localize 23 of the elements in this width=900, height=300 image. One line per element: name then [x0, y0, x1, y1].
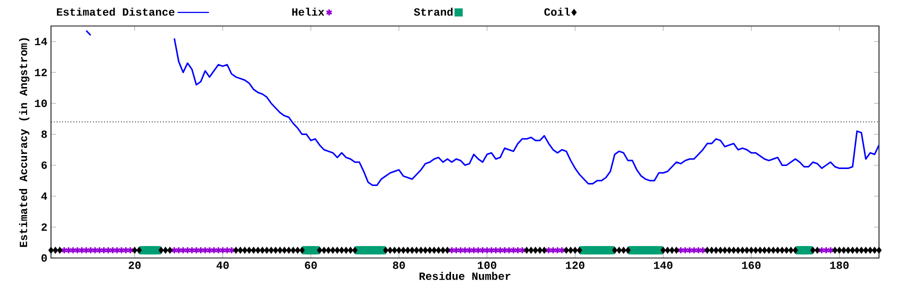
y-tick-label: 0 — [41, 254, 47, 262]
x-axis-title: Residue Number — [420, 272, 510, 280]
legend-label: Helix — [292, 8, 324, 16]
y-tick-label: 8 — [41, 130, 47, 138]
x-tick-label: 20 — [128, 262, 141, 269]
legend-label: Estimated Distance — [56, 8, 174, 16]
y-tick-label: 12 — [35, 68, 47, 76]
legend-label: Strand — [414, 8, 453, 16]
x-tick-label: 180 — [830, 262, 849, 269]
x-tick-label: 100 — [478, 262, 496, 269]
y-tick-label: 6 — [42, 161, 47, 169]
x-tick-label: 40 — [216, 262, 229, 269]
x-tick-label: 60 — [304, 262, 317, 269]
y-tick-label: 10 — [35, 100, 47, 108]
y-tick-label: 2 — [42, 223, 47, 231]
y-tick-label: 14 — [35, 38, 48, 46]
y-axis-title: Estimated Accuracy (in Angstrom) — [19, 38, 30, 247]
legend-label: Coil — [544, 8, 570, 16]
x-tick-label: 140 — [654, 262, 672, 269]
y-tick-label: 4 — [41, 192, 48, 200]
x-tick-label: 160 — [742, 262, 761, 269]
x-tick-label: 80 — [392, 262, 405, 269]
x-tick-label: 120 — [566, 262, 584, 269]
